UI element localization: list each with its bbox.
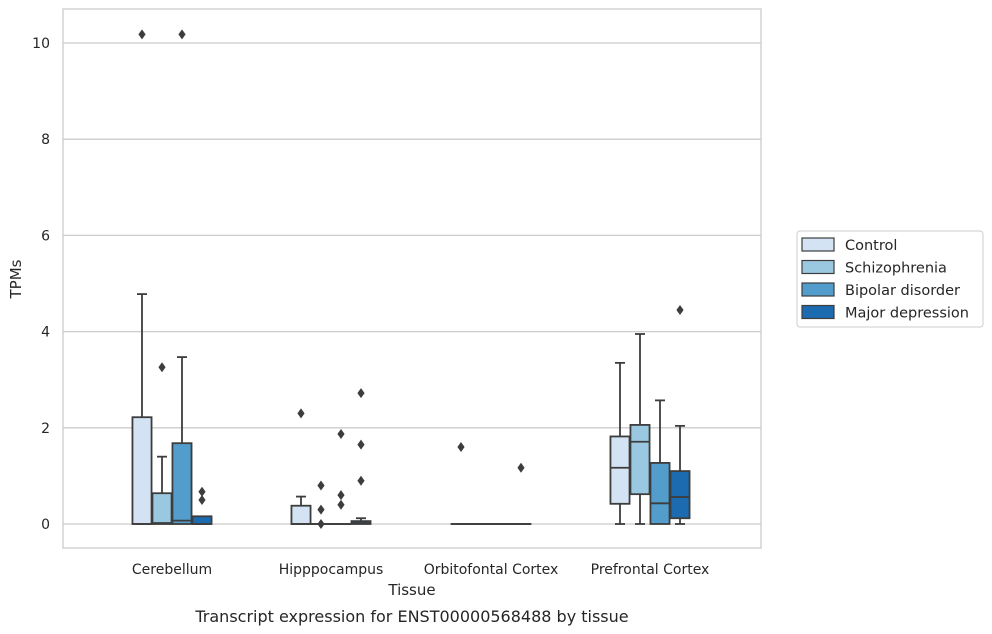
y-tick-label: 10 xyxy=(32,36,50,52)
x-tick-label: Orbitofontal Cortex xyxy=(424,562,559,578)
outlier-point xyxy=(317,519,325,529)
legend-frame xyxy=(796,230,984,328)
box-iqr xyxy=(151,492,173,525)
outlier-point xyxy=(337,490,345,501)
x-axis: Cerebellum Hipppocampus Orbitofontal Corte… xyxy=(132,562,709,578)
outlier-point xyxy=(517,462,525,473)
legend-swatch xyxy=(801,259,835,275)
legend-label: Schizophrenia xyxy=(845,261,947,277)
x-axis-title: Tissue xyxy=(387,581,435,599)
y-axis-title: TPMs xyxy=(7,259,25,299)
x-tick-label: Cerebellum xyxy=(132,562,212,578)
box-iqr xyxy=(649,462,671,525)
box-iqr xyxy=(609,435,631,505)
box-major-depression xyxy=(191,486,213,525)
outlier-point xyxy=(676,304,684,315)
grid-lines xyxy=(63,42,761,525)
box-schizophrenia xyxy=(310,480,332,529)
box-major-depression xyxy=(669,304,691,525)
outlier-point xyxy=(457,442,465,453)
y-tick-label: 2 xyxy=(41,421,50,437)
box-bipolar-disorder xyxy=(649,399,671,525)
box-bipolar-disorder xyxy=(171,29,193,525)
box-schizophrenia xyxy=(151,362,173,525)
outlier-point xyxy=(158,362,166,373)
y-tick-label: 6 xyxy=(41,228,50,244)
outlier-point xyxy=(198,494,206,505)
box-iqr xyxy=(191,515,213,525)
x-tick-label: Hipppocampus xyxy=(279,562,384,578)
box-control xyxy=(290,408,312,525)
y-tick-label: 0 xyxy=(41,517,50,533)
y-tick-label: 4 xyxy=(41,325,50,341)
outlier-point xyxy=(178,29,186,40)
plot-area xyxy=(62,8,762,549)
legend-label: Major depression xyxy=(845,306,969,322)
legend-label: Bipolar disorder xyxy=(845,283,960,299)
box-control xyxy=(450,442,472,525)
outlier-point xyxy=(317,504,325,515)
outlier-point xyxy=(337,499,345,510)
box-iqr xyxy=(290,504,312,525)
legend: Control Schizophrenia Bipolar disorder Majo… xyxy=(796,230,984,328)
legend-swatch xyxy=(801,304,835,320)
outlier-point xyxy=(357,388,365,399)
box-groups xyxy=(131,29,691,529)
box-control xyxy=(131,29,153,525)
outlier-point xyxy=(198,486,206,497)
outlier-point xyxy=(357,439,365,450)
y-tick-label: 8 xyxy=(41,132,50,148)
outlier-point xyxy=(357,475,365,486)
box-iqr xyxy=(669,470,691,520)
legend-label: Control xyxy=(845,238,897,254)
outlier-point xyxy=(337,429,345,440)
box-major-depression xyxy=(510,462,532,525)
outlier-point xyxy=(297,408,305,419)
box-bipolar-disorder xyxy=(330,429,352,525)
box-major-depression xyxy=(350,388,372,525)
y-axis: 0 2 4 6 8 10 xyxy=(32,36,50,533)
legend-swatch xyxy=(801,282,835,297)
box-control xyxy=(609,361,631,525)
x-tick-label: Prefrontal Cortex xyxy=(591,562,710,578)
outlier-point xyxy=(138,29,146,40)
box-iqr xyxy=(131,416,153,525)
box-iqr xyxy=(629,424,651,496)
box-iqr xyxy=(171,442,193,525)
box-schizophrenia xyxy=(629,333,651,525)
legend-swatch xyxy=(801,237,835,252)
outlier-point xyxy=(317,480,325,491)
chart-caption: Transcript expression for ENST0000056848… xyxy=(194,607,628,626)
